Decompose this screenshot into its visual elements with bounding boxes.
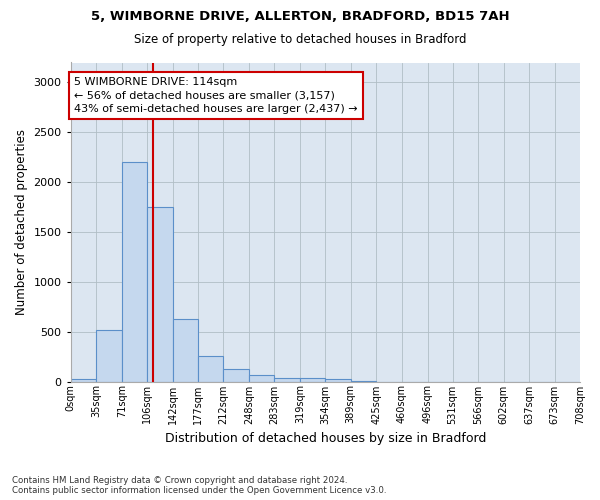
Bar: [71, 378, 96, 382]
Bar: [325, 379, 350, 382]
Bar: [300, 378, 325, 382]
Text: 5 WIMBORNE DRIVE: 114sqm
← 56% of detached houses are smaller (3,157)
43% of sem: 5 WIMBORNE DRIVE: 114sqm ← 56% of detach…: [74, 78, 358, 114]
Bar: [96, 330, 122, 382]
Text: 5, WIMBORNE DRIVE, ALLERTON, BRADFORD, BD15 7AH: 5, WIMBORNE DRIVE, ALLERTON, BRADFORD, B…: [91, 10, 509, 23]
Text: Size of property relative to detached houses in Bradford: Size of property relative to detached ho…: [134, 32, 466, 46]
Bar: [198, 356, 223, 382]
Bar: [122, 162, 147, 382]
Bar: [223, 369, 249, 382]
Bar: [147, 207, 173, 382]
Bar: [274, 378, 300, 382]
X-axis label: Distribution of detached houses by size in Bradford: Distribution of detached houses by size …: [164, 432, 486, 445]
Bar: [249, 374, 274, 382]
Text: Contains HM Land Registry data © Crown copyright and database right 2024.
Contai: Contains HM Land Registry data © Crown c…: [12, 476, 386, 495]
Y-axis label: Number of detached properties: Number of detached properties: [15, 129, 28, 315]
Bar: [173, 318, 198, 382]
